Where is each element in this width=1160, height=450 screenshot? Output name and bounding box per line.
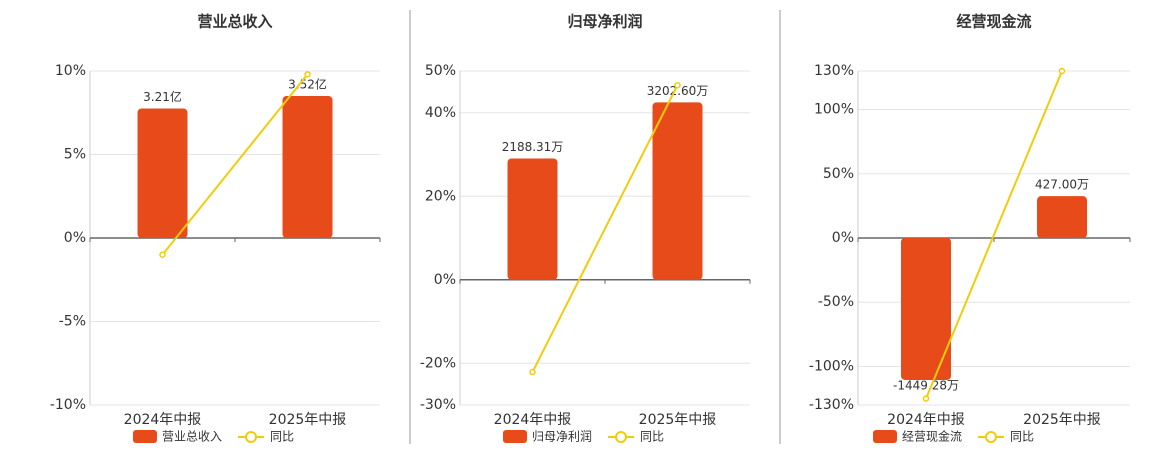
bar-value-label: 3.21亿 <box>143 89 182 104</box>
x-tick-label: 2025年中报 <box>269 412 347 428</box>
yoy-point <box>529 368 536 376</box>
yoy-line <box>925 70 1063 399</box>
yoy-point <box>674 81 681 89</box>
legend-label: 经营现金流 <box>902 429 962 444</box>
legend-marker <box>615 431 627 443</box>
legend-marker <box>985 431 997 443</box>
x-tick-label: 2025年中报 <box>639 412 717 428</box>
x-tick-label: 2024年中报 <box>494 412 572 428</box>
legend-swatch <box>133 430 157 443</box>
yoy-point <box>159 251 166 258</box>
bar <box>137 108 188 239</box>
y-tick-label: 0% <box>434 272 456 288</box>
y-tick-label: 0% <box>832 230 854 246</box>
legend-label: 同比 <box>640 430 664 444</box>
y-tick-label: 0% <box>64 230 86 246</box>
yoy-line <box>161 73 309 256</box>
legend-label: 营业总收入 <box>162 430 222 444</box>
y-tick-label: 50% <box>823 166 854 182</box>
chart-title: 归母净利润 <box>567 13 642 31</box>
y-tick-label: -10% <box>50 397 86 413</box>
bar-value-label: 3.52亿 <box>288 77 327 92</box>
yoy-point <box>1058 67 1066 75</box>
yoy-point <box>304 71 311 78</box>
bar-value-label: 2188.31万 <box>502 140 564 154</box>
bar <box>507 158 558 280</box>
x-tick-label: 2024年中报 <box>887 412 965 428</box>
y-tick-label: 50% <box>425 63 456 79</box>
legend-label: 同比 <box>270 430 294 444</box>
legend-swatch <box>503 430 527 443</box>
y-tick-label: 5% <box>64 147 86 163</box>
bar-value-label: -1449.28万 <box>893 378 959 392</box>
y-tick-label: -30% <box>420 397 456 413</box>
y-tick-label: 40% <box>425 105 456 121</box>
y-tick-label: -100% <box>809 358 854 374</box>
bar <box>282 96 333 238</box>
y-tick-label: -20% <box>420 355 456 371</box>
y-tick-label: -50% <box>818 294 854 310</box>
legend-swatch <box>873 430 897 443</box>
chart-title: 营业总收入 <box>197 13 272 31</box>
bar <box>901 238 951 380</box>
legend-label: 归母净利润 <box>532 430 592 444</box>
y-tick-label: 130% <box>814 63 854 79</box>
legend-marker <box>245 431 257 443</box>
x-tick-label: 2025年中报 <box>1023 412 1101 428</box>
yoy-line <box>531 84 679 373</box>
bar-value-label: 3202.60万 <box>647 84 709 98</box>
bar <box>1037 196 1087 238</box>
yoy-point <box>922 395 930 402</box>
y-tick-label: 100% <box>814 102 854 118</box>
x-tick-label: 2024年中报 <box>124 412 202 428</box>
bar <box>652 102 703 280</box>
legend-label: 同比 <box>1010 430 1034 444</box>
bar-value-label: 427.00万 <box>1035 178 1089 192</box>
y-tick-label: -5% <box>59 314 86 330</box>
y-tick-label: 10% <box>55 63 86 79</box>
chart-title: 经营现金流 <box>956 13 1031 31</box>
y-tick-label: 20% <box>425 188 456 204</box>
y-tick-label: -130% <box>809 397 854 413</box>
